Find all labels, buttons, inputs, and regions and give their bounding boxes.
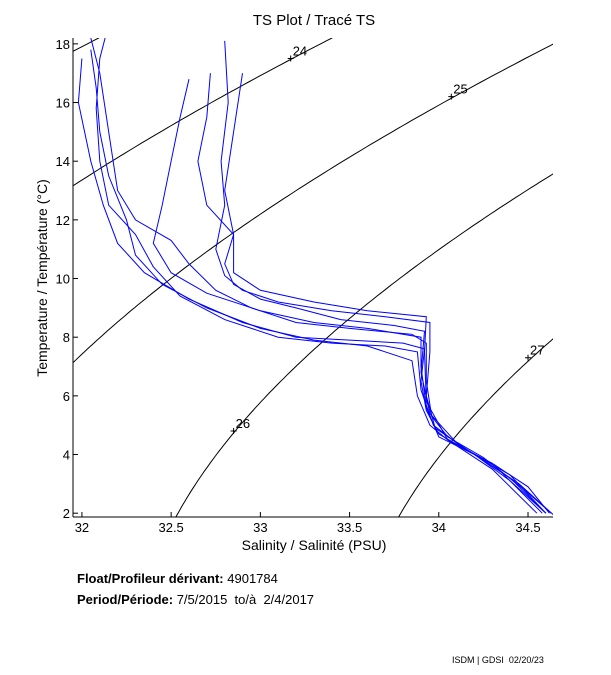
contour-label: 25: [453, 82, 467, 97]
ts-profile-5: [152, 78, 547, 514]
period-label: Period/Période:: [77, 592, 174, 607]
float-value: 4901784: [227, 571, 278, 586]
period-info: Period/Période: 7/5/2015 to/à 2/4/2017: [77, 592, 314, 607]
contour-label-marker: [230, 428, 237, 435]
y-tick-label: 18: [56, 37, 70, 52]
density-contour-25: [73, 43, 553, 364]
ts-profile-6: [90, 38, 552, 514]
ts-profile-3: [90, 49, 550, 514]
y-tick-label: 8: [63, 330, 70, 345]
density-contour-23: [73, 38, 100, 52]
y-axis-label: Temperature / Température (°C): [34, 179, 50, 377]
contour-label-marker: [448, 93, 455, 100]
contour-label: 27: [530, 343, 544, 358]
y-tick-label: 10: [56, 272, 70, 287]
density-contour-24: [73, 38, 334, 187]
contour-label: 26: [236, 416, 250, 431]
y-tick-label: 6: [63, 389, 70, 404]
density-contour-27: [398, 338, 553, 517]
x-tick-label: 33.5: [337, 520, 362, 535]
ts-profile-4: [197, 73, 543, 514]
chart-title: TS Plot / Tracé TS: [253, 12, 375, 29]
contour-label-marker: [287, 55, 294, 62]
float-label: Float/Profileur dérivant:: [77, 571, 224, 586]
x-axis-label: Salinity / Salinité (PSU): [242, 537, 387, 553]
y-tick-label: 16: [56, 96, 70, 111]
y-tick-label: 14: [56, 154, 70, 169]
x-tick-label: 34.5: [515, 520, 540, 535]
period-value: 7/5/2015 to/à 2/4/2017: [176, 592, 315, 607]
density-contour-26: [175, 173, 553, 517]
ts-profile-2: [215, 40, 547, 514]
x-tick-label: 32.5: [158, 520, 183, 535]
x-tick-label: 34: [432, 520, 446, 535]
y-tick-label: 2: [63, 506, 70, 521]
footer-credit: ISDM | GDSI 02/20/23: [452, 655, 544, 665]
contour-label: 24: [293, 44, 307, 59]
ts-profile-8: [95, 38, 547, 514]
contour-label-marker: [525, 354, 532, 361]
x-tick-label: 33: [253, 520, 267, 535]
x-tick-label: 32: [75, 520, 89, 535]
y-tick-label: 4: [63, 448, 70, 463]
float-info: Float/Profileur dérivant: 4901784: [77, 571, 278, 586]
y-tick-label: 12: [56, 213, 70, 228]
ts-profile-1: [77, 58, 553, 516]
